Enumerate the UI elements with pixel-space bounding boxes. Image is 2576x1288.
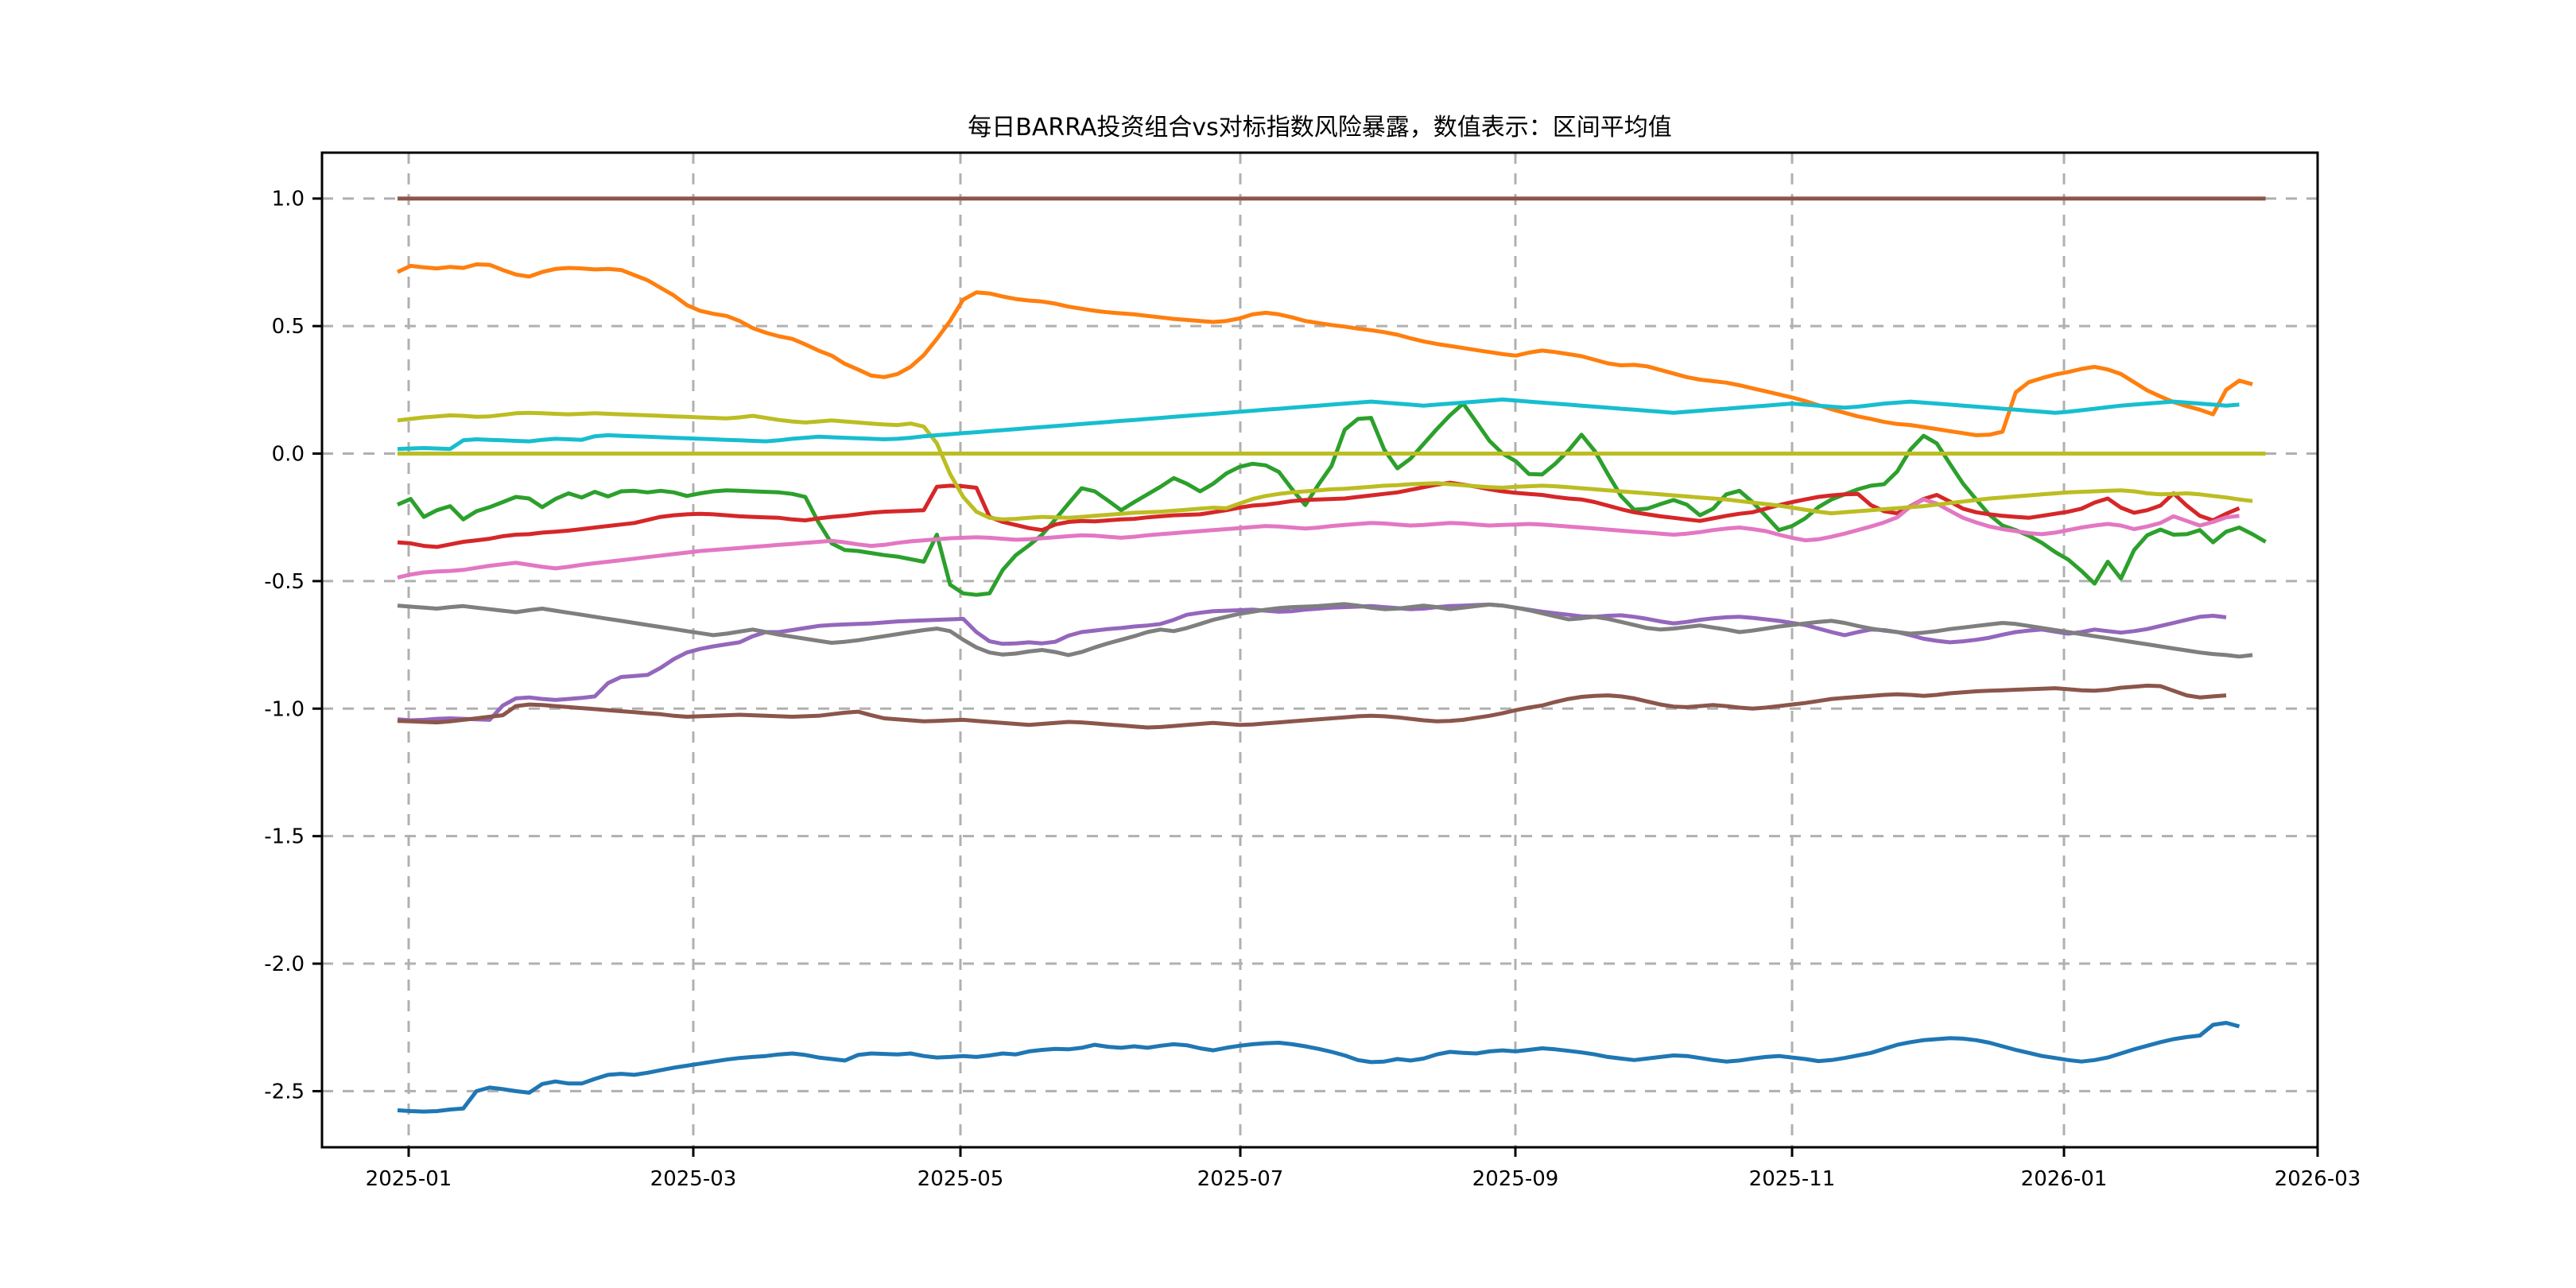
- grid-layer: [322, 153, 2319, 1147]
- x-tick-label: 2025-09: [1472, 1167, 1559, 1191]
- series-line-series-gray: [397, 602, 2253, 659]
- y-tick-label: -0.5: [264, 570, 305, 594]
- series-line-series-orange: [396, 262, 2253, 437]
- x-tick-label: 2025-05: [918, 1167, 1004, 1191]
- y-tick-label: -1.5: [264, 825, 305, 849]
- series-line-series-olive-varying: [397, 410, 2253, 522]
- series-line-series-green: [397, 402, 2267, 597]
- series-line-series-brown: [397, 683, 2227, 730]
- series-line-series-cyan: [397, 398, 2240, 452]
- y-tick-label: -2.5: [264, 1080, 305, 1104]
- axes-frame: [320, 151, 2319, 1149]
- plot-border: [320, 151, 2319, 1149]
- y-tick-label: -2.0: [264, 952, 305, 976]
- x-tick-label: 2025-07: [1197, 1167, 1284, 1191]
- chart-title: 每日BARRA投资组合vs对标指数风险暴露，数值表示：区间平均值: [968, 114, 1671, 142]
- series-line-series-blue: [397, 1021, 2240, 1114]
- x-tick-label: 2026-03: [2275, 1167, 2361, 1191]
- x-tick-label: 2025-11: [1749, 1167, 1836, 1191]
- y-tick-label: 0.0: [272, 443, 305, 467]
- y-tick-label: -1.0: [264, 697, 305, 721]
- y-tick-label: 1.0: [272, 188, 305, 211]
- x-tick-label: 2026-01: [2021, 1167, 2108, 1191]
- series-line-series-pink: [397, 497, 2240, 580]
- x-tick-label: 2025-01: [366, 1167, 452, 1191]
- series-line-series-purple: [397, 602, 2227, 723]
- x-tick-label: 2025-03: [650, 1167, 737, 1191]
- series-line-series-red: [397, 480, 2240, 549]
- y-tick-label: 0.5: [272, 315, 305, 339]
- tick-label-layer: 1.0 0.5 0.0 -0.5 -1.0 -1.5 -2.0 -2.5 2025-01 2025…: [264, 188, 2361, 1191]
- series-layer: [396, 196, 2267, 1114]
